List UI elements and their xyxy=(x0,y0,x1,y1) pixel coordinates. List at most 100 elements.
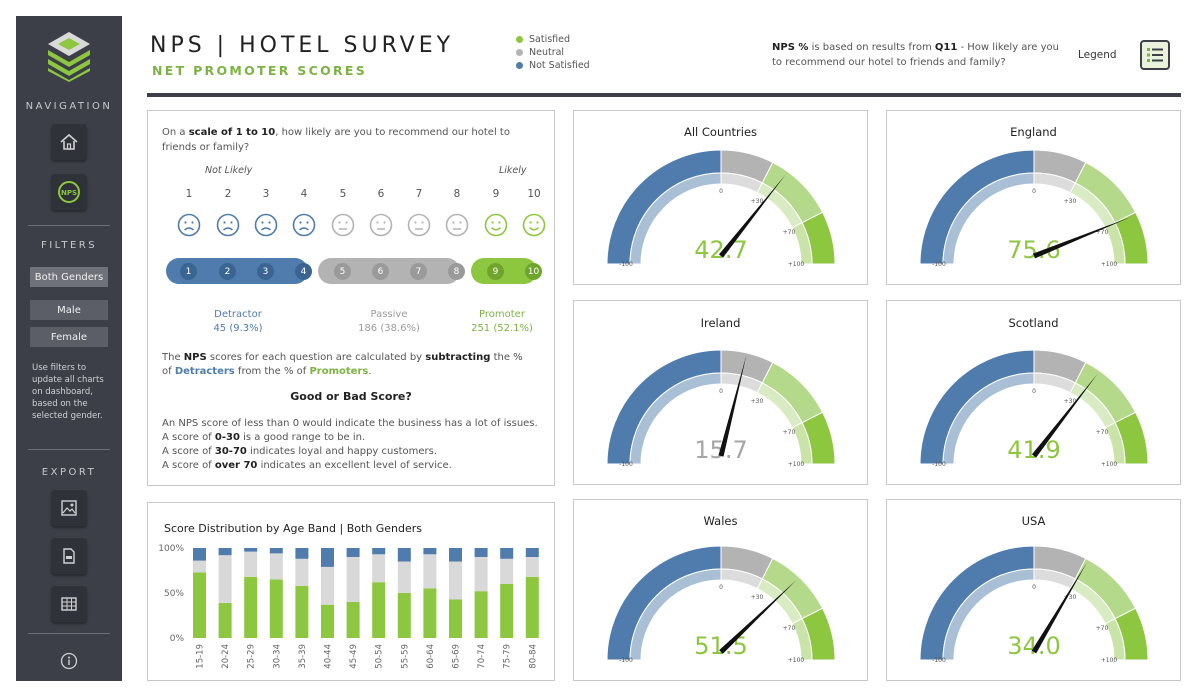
gauge-tick-label: +70 xyxy=(1096,429,1109,436)
gauge-tick-label: +70 xyxy=(1096,625,1109,632)
x-tick-label: 25-29 xyxy=(247,644,257,669)
bar-promoter xyxy=(423,588,437,638)
nps-note: NPS % is based on results from Q11 - How… xyxy=(772,42,1060,68)
export-data-button[interactable] xyxy=(51,586,87,622)
gauge-chart: -100 0 +30 +70 +100 41.9 xyxy=(919,349,1149,468)
scale-dot: 8 xyxy=(448,263,465,280)
gauge-title: Ireland xyxy=(700,316,741,330)
x-tick-label: 80-84 xyxy=(528,644,538,669)
legend-label: Not Satisfied xyxy=(529,60,590,71)
export-heading: EXPORT xyxy=(41,467,97,478)
scale-dot: 5 xyxy=(334,263,351,280)
filter-female[interactable]: Female xyxy=(30,327,108,347)
bar-passive xyxy=(346,557,360,602)
scale-number: 4 xyxy=(300,188,308,200)
question-panel: On a scale of 1 to 10, how likely are yo… xyxy=(147,110,555,486)
scale-number: 2 xyxy=(224,188,232,200)
scale-number: 10 xyxy=(527,188,541,200)
nps-button[interactable]: NPS xyxy=(51,174,87,210)
export-pdf-button[interactable] xyxy=(51,538,87,574)
gauge-tick-label: -100 xyxy=(932,657,946,664)
bar-passive xyxy=(193,560,206,573)
question-text: On a scale of 1 to 10, how likely are yo… xyxy=(162,127,510,153)
bar-detractor xyxy=(474,548,488,557)
score-guide: An NPS score of less than 0 would indica… xyxy=(162,418,538,471)
bar-detractor xyxy=(193,548,206,561)
passive-label: Passive 186 (38.6%) xyxy=(358,309,420,334)
legend-label: Neutral xyxy=(529,47,565,58)
bar-passive xyxy=(525,557,539,577)
gauge-tick-label: -100 xyxy=(619,461,633,468)
gauge-title: All Countries xyxy=(683,125,758,139)
bar-detractor xyxy=(218,548,232,556)
scale-number: 1 xyxy=(185,188,193,200)
scale-number: 7 xyxy=(415,188,423,200)
gauge-chart: -100 0 +30 +70 +100 42.7 xyxy=(606,149,836,268)
bar-detractor xyxy=(397,548,411,562)
bar-passive xyxy=(474,557,488,592)
bar-detractor xyxy=(500,548,514,559)
gauge-inner-band xyxy=(1104,222,1126,265)
gauge-tick-label: +70 xyxy=(783,229,796,236)
filter-male[interactable]: Male xyxy=(30,300,108,320)
likely-label: Likely xyxy=(499,165,527,176)
filters-heading: FILTERS xyxy=(40,240,98,251)
scale-dot: 9 xyxy=(487,263,504,280)
scale-dot: 7 xyxy=(410,263,427,280)
scale-dot: 2 xyxy=(219,263,236,280)
divider xyxy=(28,449,110,450)
page-title: NPS | HOTEL SURVEY xyxy=(150,33,455,58)
x-tick-label: 65-69 xyxy=(452,644,462,669)
gauge-value: 42.7 xyxy=(694,236,747,264)
bar-passive xyxy=(218,555,232,603)
gauge-tick-label: 0 xyxy=(1032,388,1036,395)
gauge-needle xyxy=(1031,373,1098,458)
gauge-tick-label: +100 xyxy=(1101,261,1118,268)
happy-face-icon xyxy=(522,213,546,237)
gauge-title: England xyxy=(1010,125,1057,139)
gauge-tick-label: -100 xyxy=(619,261,633,268)
bar-promoter xyxy=(500,584,514,638)
good-bad-heading: Good or Bad Score? xyxy=(290,390,412,403)
info-button[interactable] xyxy=(60,652,78,670)
home-button[interactable] xyxy=(51,124,87,160)
gauge-panel-all-countries: All Countries -100 0 +30 +70 +100 42.7 xyxy=(573,110,868,285)
gauge-needle xyxy=(1031,562,1087,654)
export-image-button[interactable] xyxy=(51,490,87,526)
scale-dot: 6 xyxy=(372,263,389,280)
scale-dot: 3 xyxy=(257,263,274,280)
gauge-panel-usa: USA -100 0 +30 +70 +100 34.0 xyxy=(886,499,1181,681)
scale-dot: 1 xyxy=(180,263,197,280)
distribution-title: Score Distribution by Age Band | Both Ge… xyxy=(164,522,423,535)
x-tick-label: 20-24 xyxy=(221,644,231,669)
gauge-panel-scotland: Scotland -100 0 +30 +70 +100 41.9 xyxy=(886,300,1181,485)
gauge-inner-band xyxy=(791,422,813,465)
bar-passive xyxy=(423,554,437,589)
promoter-label: Promoter 251 (52.1%) xyxy=(471,309,533,334)
sad-face-icon xyxy=(254,213,278,237)
table-icon xyxy=(61,597,77,611)
bar-passive xyxy=(372,554,386,583)
gauge-needle xyxy=(718,174,786,258)
not-satisfied-dot-icon xyxy=(516,62,523,69)
bar-detractor xyxy=(269,548,283,554)
neutral-face-icon xyxy=(369,213,393,237)
gauge-tick-label: +100 xyxy=(788,461,805,468)
gauge-tick-label: +100 xyxy=(788,657,805,664)
gauge-tick-label: +30 xyxy=(1064,198,1077,205)
bar-passive xyxy=(321,566,334,605)
bar-passive xyxy=(269,553,283,580)
detractor-label: Detractor 45 (9.3%) xyxy=(213,309,263,334)
y-tick-label: 0% xyxy=(170,634,185,644)
bar-detractor xyxy=(449,548,462,562)
gauge-tick-label: 0 xyxy=(719,188,723,195)
legend-button[interactable] xyxy=(1140,40,1170,70)
legend-link[interactable]: Legend xyxy=(1078,49,1117,61)
filter-both-genders[interactable]: Both Genders xyxy=(30,267,108,287)
y-tick-label: 50% xyxy=(164,589,184,599)
neutral-face-icon xyxy=(407,213,431,237)
neutral-face-icon xyxy=(445,213,469,237)
legend-item-not-satisfied: Not Satisfied xyxy=(516,60,590,71)
nps-badge-icon: NPS xyxy=(58,181,80,203)
